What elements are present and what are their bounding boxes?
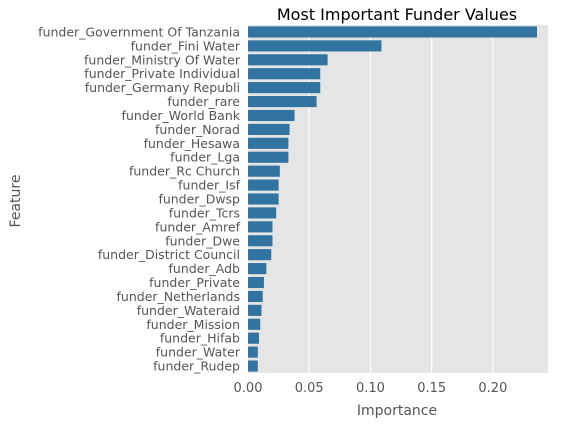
y-tick-label: funder_District Council (98, 247, 240, 262)
bar (248, 54, 328, 66)
y-tick-label: funder_Private (149, 275, 240, 290)
bar (248, 249, 272, 261)
y-tick-label: funder_Hifab (160, 331, 240, 346)
y-tick-label: funder_Mission (146, 317, 240, 332)
bar (248, 123, 290, 135)
y-tick-label: funder_Water (156, 345, 241, 360)
y-tick-label: funder_Germany Republi (85, 80, 240, 95)
bar (248, 207, 277, 219)
y-tick-label: funder_Fini Water (131, 38, 241, 53)
bars (248, 26, 537, 372)
y-tick-label: funder_Rudep (153, 359, 240, 374)
bar (248, 40, 382, 52)
y-tick-label: funder_Adb (169, 261, 241, 276)
bar (248, 332, 260, 344)
y-tick-label: funder_Private Individual (84, 66, 240, 81)
bar (248, 290, 263, 303)
bar (248, 179, 279, 191)
bar (248, 151, 289, 163)
bar (248, 193, 279, 205)
bar (248, 318, 261, 330)
bar (248, 68, 321, 80)
x-tick-label: 0.00 (234, 381, 263, 396)
bar (248, 137, 289, 149)
y-tick-label: funder_Wateraid (137, 303, 240, 318)
y-tick-label: funder_Lga (170, 150, 240, 165)
x-tick-labels: 0.00 0.05 0.10 0.15 0.20 (234, 381, 508, 396)
bar (248, 235, 273, 247)
bar (248, 221, 273, 233)
y-tick-label: funder_Netherlands (117, 289, 240, 304)
bar (248, 304, 262, 316)
y-axis-label: Feature (8, 175, 24, 228)
y-tick-label: funder_rare (167, 94, 240, 109)
y-tick-label: funder_Government Of Tanzania (38, 24, 240, 39)
bar (248, 276, 264, 289)
chart-title: Most Important Funder Values (277, 5, 517, 24)
bar (248, 109, 295, 122)
y-tick-label: funder_World Bank (122, 108, 241, 123)
bar (248, 346, 258, 358)
bar (248, 263, 267, 275)
y-tick-label: funder_Dwe (165, 233, 240, 248)
x-axis-label: Importance (357, 403, 437, 419)
y-tick-label: funder_Isf (178, 178, 240, 193)
bar (248, 165, 280, 177)
y-tick-labels: funder_Government Of Tanzaniafunder_Fini… (38, 24, 241, 373)
y-tick-label: funder_Hesawa (144, 136, 240, 151)
y-tick-label: funder_Ministry Of Water (84, 52, 241, 67)
x-tick-label: 0.05 (295, 381, 324, 396)
x-tick-label: 0.20 (478, 381, 507, 396)
bar (248, 95, 317, 108)
bar (248, 26, 537, 38)
x-tick-label: 0.10 (356, 381, 385, 396)
y-tick-label: funder_Norad (155, 122, 240, 137)
y-tick-label: funder_Dwsp (158, 192, 240, 207)
bar (248, 360, 258, 372)
y-tick-label: funder_Tcrs (169, 205, 240, 220)
x-tick-label: 0.15 (417, 381, 446, 396)
y-tick-label: funder_Amref (155, 219, 241, 234)
y-tick-label: funder_Rc Church (129, 164, 240, 179)
bar (248, 82, 321, 94)
